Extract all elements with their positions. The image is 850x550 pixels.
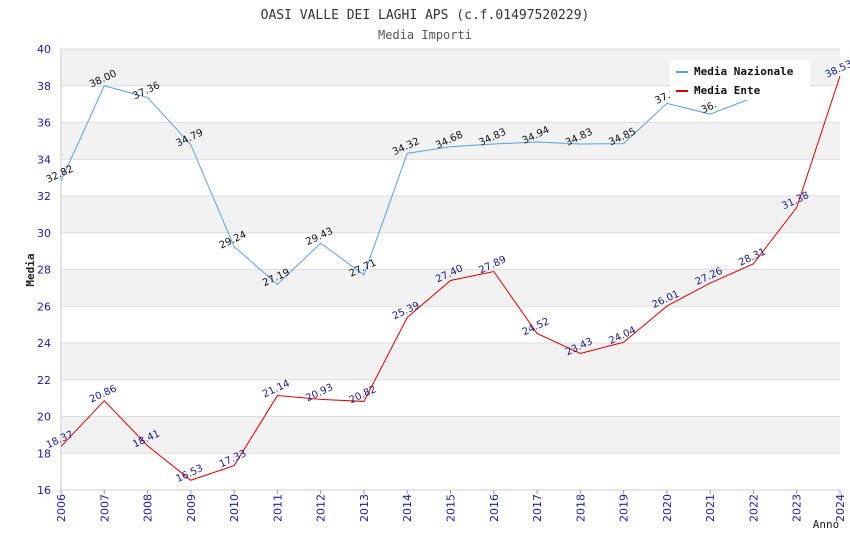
y-tick-label: 22 [37,374,51,387]
x-tick-label: 2017 [531,494,544,522]
x-tick-label: 2011 [271,494,284,522]
y-tick-label: 28 [37,264,51,277]
legend: Media Nazionale Media Ente [670,60,810,100]
series-line-media-ente [60,75,841,481]
x-tick-label: 2006 [55,494,68,522]
grid-band [61,232,840,270]
background-bands [61,49,840,490]
grid-band [61,379,840,417]
y-tick-label: 32 [37,190,51,203]
y-tick-label: 26 [37,300,51,313]
x-tick-label: 2013 [358,494,371,522]
y-tick-label: 40 [37,43,51,56]
grid-band [61,306,840,343]
grid-band [61,159,840,196]
x-tick-label: 2024 [834,494,847,522]
y-tick-label: 18 [37,447,51,460]
legend-box [670,60,810,100]
x-tick-label: 2020 [661,494,674,522]
x-tick-label: 2012 [315,494,328,522]
y-tick-label: 16 [37,484,51,497]
legend-label-nazionale: Media Nazionale [694,65,794,78]
x-tick-label: 2022 [747,494,760,522]
x-tick-label: 2016 [488,494,501,522]
grid-band [61,343,840,380]
x-tick-label: 2007 [98,494,111,522]
legend-label-ente: Media Ente [694,84,761,97]
y-tick-label: 34 [37,153,51,166]
x-tick-label: 2009 [185,494,198,522]
series-lines [60,75,841,481]
x-tick-label: 2008 [142,494,155,522]
series-line-media-nazionale [60,85,754,286]
x-tick-label: 2021 [704,494,717,522]
chart-subtitle: Media Importi [378,28,472,42]
y-tick-label: 36 [37,117,51,130]
x-tick-label: 2018 [574,494,587,522]
y-tick-label: 38 [37,80,51,93]
x-tick-label: 2015 [445,494,458,522]
x-axis-ticks: 2006 2007 2008 2009 2010 2011 2012 2013 2014 2015… [55,490,847,522]
x-tick-label: 2019 [618,494,631,522]
grid-band [61,196,840,233]
grid-band [61,122,840,160]
chart-title: OASI VALLE DEI LAGHI APS (c.f.0149752022… [261,8,590,23]
y-tick-label: 20 [37,411,51,424]
y-tick-label: 24 [37,337,51,350]
grid-band [61,269,840,307]
x-tick-label: 2023 [791,494,804,522]
x-tick-label: 2010 [228,494,241,522]
x-axis-label: Anno [813,518,840,531]
y-tick-label: 30 [37,227,51,240]
x-tick-label: 2014 [401,494,414,522]
grid-band [61,416,840,454]
y-axis-ticks: 16 18 20 22 24 26 28 30 32 34 36 38 40 [37,43,51,497]
grid-band [61,453,840,490]
y-axis-label: Media [24,253,37,286]
